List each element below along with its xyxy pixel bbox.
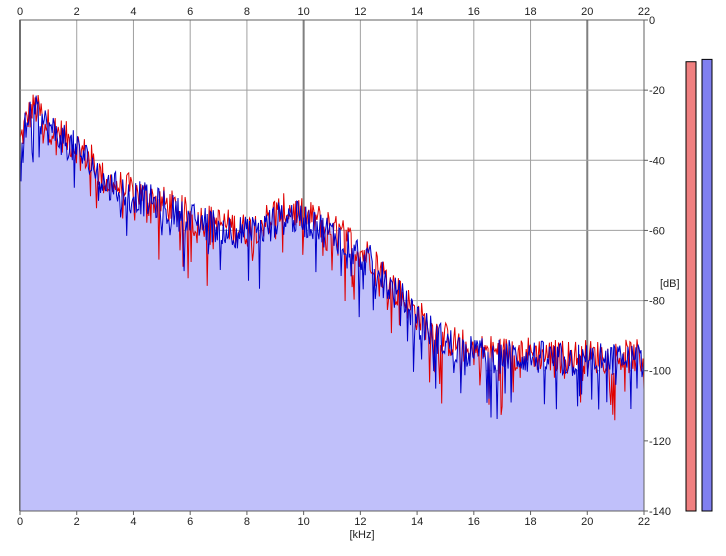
x-tick-label-top: 4: [130, 6, 136, 18]
x-tick-label-bottom: 6: [187, 516, 193, 528]
axes: 002244668810101212141416161818202022220-…: [17, 6, 671, 528]
x-tick-label-top: 14: [411, 6, 423, 18]
x-tick-label-bottom: 14: [411, 516, 423, 528]
y-axis-label: [dB]: [660, 278, 680, 290]
x-tick-label-top: 16: [468, 6, 480, 18]
y-tick-label: -80: [649, 296, 665, 308]
x-axis-label: [kHz]: [349, 529, 374, 541]
x-tick-label-bottom: 4: [130, 516, 136, 528]
spectrum-fill: [20, 95, 644, 511]
x-tick-label-bottom: 20: [581, 516, 593, 528]
x-tick-label-bottom: 10: [298, 516, 310, 528]
level-meters: [685, 58, 713, 512]
x-tick-label-top: 18: [524, 6, 536, 18]
series-2-line: [19, 95, 645, 420]
x-tick-label-top: 12: [354, 6, 366, 18]
x-tick-label-bottom: 2: [74, 516, 80, 528]
spectrum-area: [20, 95, 644, 511]
level-meter-2: [701, 58, 713, 512]
x-tick-label-top: 8: [244, 6, 250, 18]
y-tick-label: -20: [649, 85, 665, 97]
x-tick-label-bottom: 18: [524, 516, 536, 528]
x-tick-label-bottom: 8: [244, 516, 250, 528]
x-tick-label-bottom: 12: [354, 516, 366, 528]
x-tick-label-top: 10: [298, 6, 310, 18]
x-tick-label-top: 0: [17, 6, 23, 18]
y-tick-label: 0: [649, 15, 655, 27]
x-tick-label-bottom: 0: [17, 516, 23, 528]
x-tick-label-top: 6: [187, 6, 193, 18]
y-tick-label: -60: [649, 225, 665, 237]
y-tick-label: -120: [649, 436, 671, 448]
x-tick-label-top: 2: [74, 6, 80, 18]
x-tick-label-bottom: 22: [638, 516, 650, 528]
x-tick-label-bottom: 16: [468, 516, 480, 528]
y-tick-label: -40: [649, 155, 665, 167]
series-layer: [19, 94, 645, 421]
level-meter-1: [685, 61, 697, 512]
y-tick-label: -140: [649, 506, 671, 518]
plot-frame: [19, 19, 645, 512]
x-tick-label-top: 20: [581, 6, 593, 18]
y-tick-label: -100: [649, 366, 671, 378]
x-tick-label-top: 22: [638, 6, 650, 18]
